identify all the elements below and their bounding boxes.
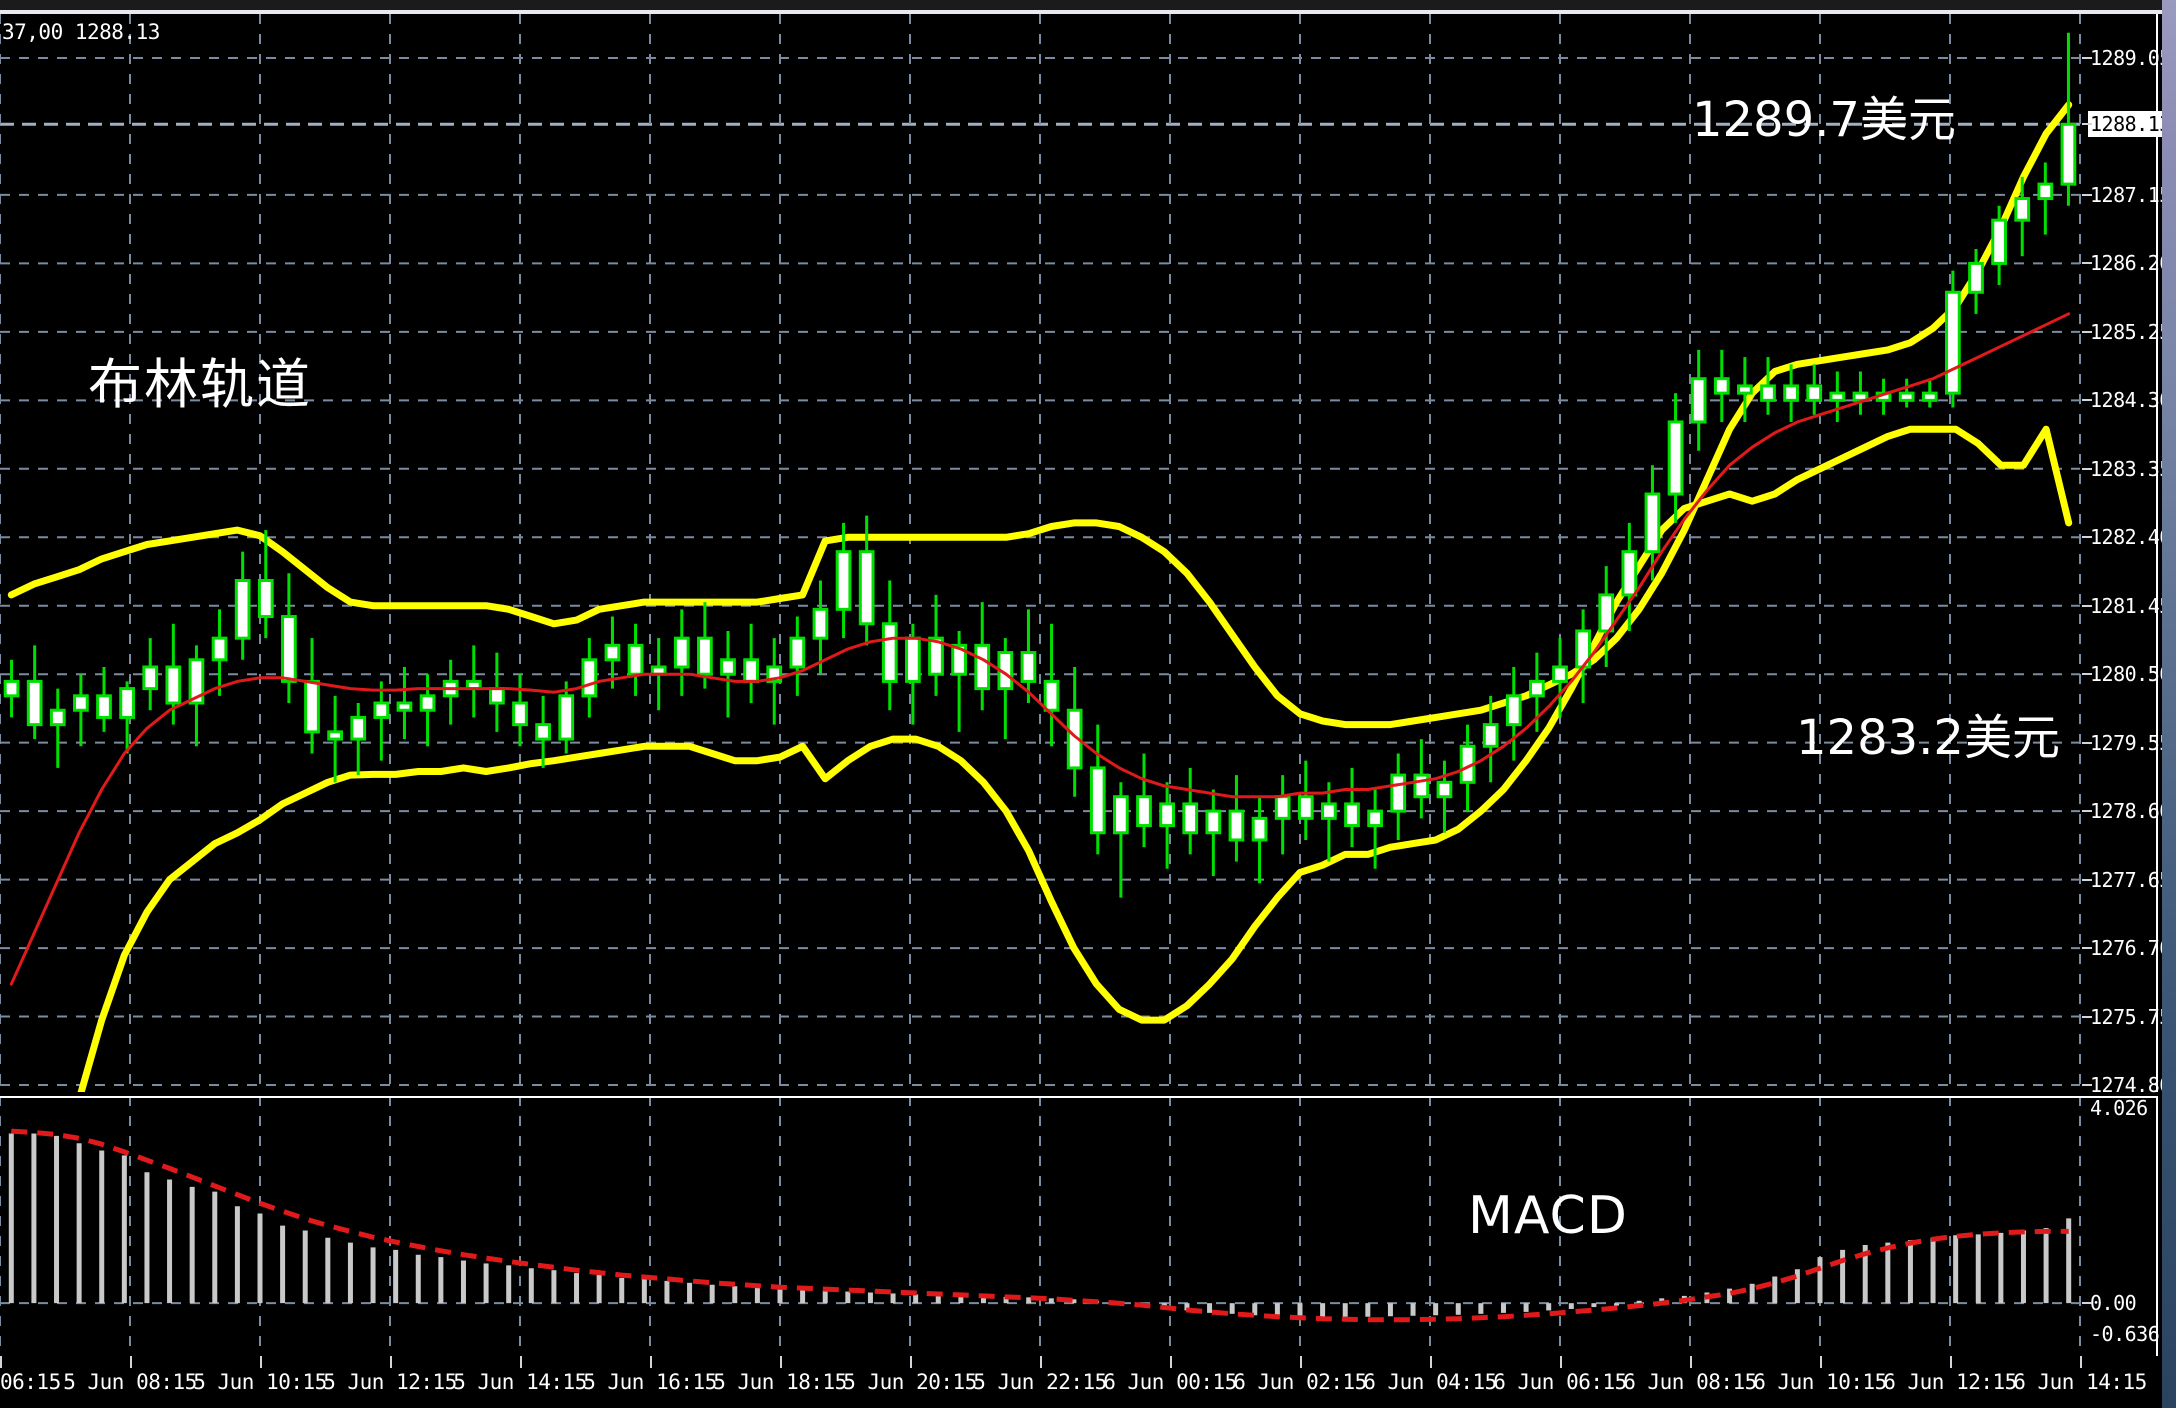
time-axis-label: 5 Jun 22:15	[973, 1370, 1107, 1394]
time-tick	[390, 1356, 392, 1368]
time-axis-label: 5 Jun 10:15	[193, 1370, 327, 1394]
price-tick-label: 1280.50	[2090, 662, 2171, 687]
macd-pane[interactable]: MACD	[0, 1096, 2158, 1356]
time-tick	[130, 1356, 132, 1368]
price-tick-label: 1281.45	[2090, 593, 2171, 618]
price-tick-label: 1274.80	[2090, 1073, 2171, 1097]
time-tick	[260, 1356, 262, 1368]
time-tick	[1560, 1356, 1562, 1368]
time-axis-label: 6 Jun 00:15	[1103, 1370, 1237, 1394]
time-axis-label: 6 Jun 02:15	[1233, 1370, 1367, 1394]
macd-chart-svg	[0, 1096, 2081, 1356]
price-tick	[2082, 1084, 2092, 1086]
macd-tick	[2082, 1302, 2092, 1305]
time-axis-label: 5 Jun 08:15	[63, 1370, 197, 1394]
price-tick	[2082, 673, 2092, 676]
price-tick	[2082, 262, 2092, 265]
price-tick-label: 1276.70	[2090, 936, 2171, 961]
time-axis[interactable]: 06:15 5 Jun 08:15 5 Jun 10:15 5 Jun 12:15 5 …	[0, 1356, 2176, 1408]
price-tick-label: 1289.05	[2090, 46, 2171, 70]
price-tick-label: 1279.55	[2090, 730, 2171, 755]
price-tick	[2082, 878, 2092, 881]
time-tick	[1950, 1356, 1952, 1368]
price-tick-label: 1286.20	[2090, 251, 2171, 276]
quote-header-text: 37,00 1288.13	[2, 20, 160, 44]
time-axis-label: 5 Jun 14:15	[453, 1370, 587, 1394]
annotation-macd: MACD	[1468, 1186, 1628, 1246]
time-axis-label: 6 Jun 10:15	[1753, 1370, 1887, 1394]
price-chart-svg	[0, 14, 2081, 1092]
annotation-bollinger: 布林轨道	[88, 353, 312, 416]
time-axis-label: 5 Jun 20:15	[843, 1370, 977, 1394]
time-tick	[0, 1356, 2, 1368]
price-tick-label: 1275.75	[2090, 1004, 2171, 1029]
window-divider	[0, 10, 2176, 14]
time-tick	[910, 1356, 912, 1368]
time-axis-label: 6 Jun 04:15	[1363, 1370, 1497, 1394]
price-tick-label: 1287.15	[2090, 182, 2171, 207]
time-tick	[1040, 1356, 1042, 1368]
price-tick-label: 1283.35	[2090, 456, 2171, 481]
annotation-high-price: 1289.7美元	[1692, 92, 1956, 148]
macd-pane-right-border	[2156, 1096, 2158, 1356]
time-tick	[1300, 1356, 1302, 1368]
desktop-wallpaper-sliver	[2162, 0, 2176, 1408]
macd-tick-label: 4.026	[2090, 1096, 2148, 1120]
time-axis-label: 5 Jun 12:15	[323, 1370, 457, 1394]
price-tick	[2082, 536, 2092, 539]
time-tick	[2080, 1356, 2082, 1368]
time-tick	[1820, 1356, 1822, 1368]
current-price-label: 1288.13	[2088, 111, 2173, 138]
time-tick	[1430, 1356, 1432, 1368]
price-tick-label: 1282.40	[2090, 525, 2171, 550]
price-tick	[2082, 399, 2092, 402]
price-tick	[2082, 57, 2092, 59]
price-chart-pane[interactable]: 37,00 1288.13 布林轨道 1289.7美元 1283.2美元	[0, 14, 2158, 1092]
time-axis-label: 6 Jun 08:15	[1623, 1370, 1757, 1394]
time-axis-label: 5 Jun 18:15	[713, 1370, 847, 1394]
price-pane-right-border	[2156, 14, 2158, 1092]
price-tick	[2082, 810, 2092, 813]
price-tick-label: 1277.65	[2090, 867, 2171, 892]
price-tick	[2082, 123, 2092, 126]
macd-pane-top-border	[0, 1096, 2158, 1098]
time-tick	[780, 1356, 782, 1368]
time-axis-label: 6 Jun 06:15	[1493, 1370, 1627, 1394]
price-axis[interactable]: 1289.05 1288.13 1287.15 1286.20 1285.25 1284.…	[2082, 0, 2176, 1408]
price-tick	[2082, 1015, 2092, 1018]
price-tick	[2082, 604, 2092, 607]
price-tick	[2082, 947, 2092, 950]
price-tick	[2082, 467, 2092, 470]
time-axis-label: 6 Jun 12:15	[1883, 1370, 2017, 1394]
time-tick	[520, 1356, 522, 1368]
price-tick	[2082, 330, 2092, 333]
macd-tick-label: 0.00	[2090, 1291, 2137, 1316]
price-tick	[2082, 741, 2092, 744]
price-tick-label: 1278.60	[2090, 799, 2171, 824]
time-tick	[1170, 1356, 1172, 1368]
macd-tick-label: -0.636	[2090, 1322, 2160, 1346]
time-tick	[1690, 1356, 1692, 1368]
annotation-support-price: 1283.2美元	[1796, 710, 2060, 766]
time-axis-label: 06:15	[0, 1370, 61, 1394]
price-tick-label: 1285.25	[2090, 319, 2171, 344]
time-axis-label: 6 Jun 14:15	[2013, 1370, 2147, 1394]
time-axis-label: 5 Jun 16:15	[583, 1370, 717, 1394]
price-tick	[2082, 193, 2092, 196]
time-tick	[650, 1356, 652, 1368]
price-tick-label: 1284.30	[2090, 388, 2171, 413]
